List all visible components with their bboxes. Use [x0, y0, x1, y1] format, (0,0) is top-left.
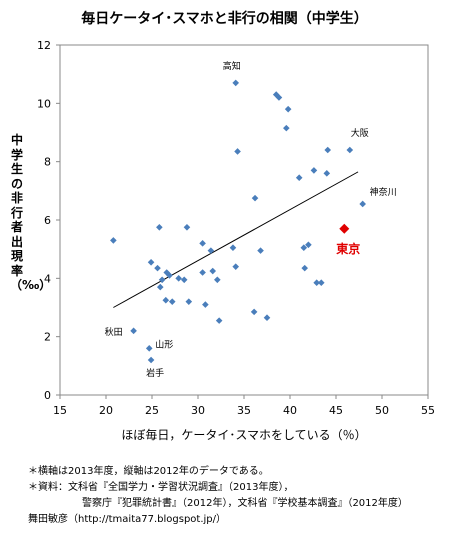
data-point [229, 244, 237, 252]
data-point [313, 279, 320, 287]
data-point [175, 275, 182, 282]
data-point [199, 269, 206, 276]
x-tick-label: 25 [145, 404, 159, 417]
data-point [156, 223, 163, 231]
data-point [130, 327, 137, 335]
data-point [257, 247, 264, 254]
data-point [185, 298, 193, 305]
y-tick-label: 2 [44, 331, 51, 344]
data-point [209, 267, 217, 275]
data-point [166, 272, 173, 279]
x-tick-label: 45 [329, 404, 343, 417]
note-sources: ＊資料：文科省『全国学力・学習状況調査』（2013年度）， [28, 482, 294, 493]
point-label: 岩手 [146, 367, 164, 379]
data-point [207, 247, 215, 254]
data-point [183, 223, 191, 231]
y-tick-label: 12 [37, 39, 51, 52]
point-label: 秋田 [105, 326, 123, 338]
y-tick-label: 0 [44, 389, 51, 402]
x-tick-label: 35 [237, 404, 251, 417]
data-point [199, 240, 206, 247]
x-tick-label: 15 [53, 404, 67, 417]
tick-labels-layer: 15 20 25 30 35 40 45 50 55 0 2 4 6 8 10 12 [37, 39, 435, 417]
y-axis-label: 中学生の非行者出現率（‰） [10, 133, 52, 292]
x-tick-label: 20 [99, 404, 113, 417]
data-point [147, 356, 155, 364]
y-tick-label: 10 [37, 97, 51, 110]
trendline-layer [113, 171, 359, 308]
data-point [275, 94, 283, 101]
plot-area-frame [59, 44, 429, 396]
data-point [295, 174, 303, 182]
x-tick-label: 55 [421, 404, 435, 417]
data-point [234, 148, 241, 155]
data-point [147, 258, 155, 266]
data-point [202, 301, 209, 308]
point-label: 神奈川 [370, 186, 397, 198]
data-point [251, 194, 259, 202]
trendline [113, 171, 359, 308]
data-point [284, 105, 292, 113]
y-tick-label: 8 [44, 156, 51, 169]
data-point [324, 146, 332, 154]
chart-title: 毎日ケータイ･スマホと非行の相関（中学生） [81, 11, 368, 27]
note-axis-years: ＊横軸は2013年度，縦軸は2012年のデータである。 [28, 466, 269, 477]
note-sources-cont: 警察庁『犯罪統計書』（2012年），文科省『学校基本調査』（2012年度） [82, 498, 408, 509]
data-point [359, 200, 366, 208]
data-point [180, 276, 188, 284]
y-tick-label: 6 [44, 214, 51, 227]
data-point [145, 345, 153, 352]
axes-layer [56, 44, 429, 399]
highlight-point [339, 223, 350, 234]
data-point [323, 170, 331, 177]
point-label: 東京 [336, 241, 360, 256]
data-point [305, 241, 312, 249]
data-point [263, 314, 271, 322]
x-tick-label: 40 [283, 404, 297, 417]
x-tick-label: 30 [191, 404, 205, 417]
data-point [110, 237, 117, 244]
data-point [317, 279, 325, 287]
data-point [301, 264, 309, 272]
data-point [300, 244, 308, 252]
data-point [283, 124, 290, 132]
data-point [162, 296, 170, 304]
data-point [156, 283, 164, 291]
point-label: 大阪 [351, 127, 369, 139]
y-tick-label: 4 [44, 272, 51, 285]
data-point [250, 308, 258, 316]
author-credit: 舞田敏彦（http://tmaita77.blogspot.jp/） [28, 514, 227, 525]
data-point [158, 276, 166, 284]
x-tick-label: 50 [375, 404, 389, 417]
point-label: 高知 [223, 60, 241, 72]
data-point [232, 79, 240, 87]
x-axis-label: ほぼ毎日，ケータイ･スマホをしている（％） [121, 428, 367, 442]
data-point [215, 317, 223, 324]
point-label: 山形 [155, 338, 173, 350]
data-points-layer [110, 79, 366, 364]
data-point [346, 146, 354, 154]
data-point [232, 263, 240, 270]
data-point [214, 276, 221, 284]
data-point [154, 264, 161, 272]
data-point [310, 167, 318, 174]
data-point [168, 298, 176, 305]
